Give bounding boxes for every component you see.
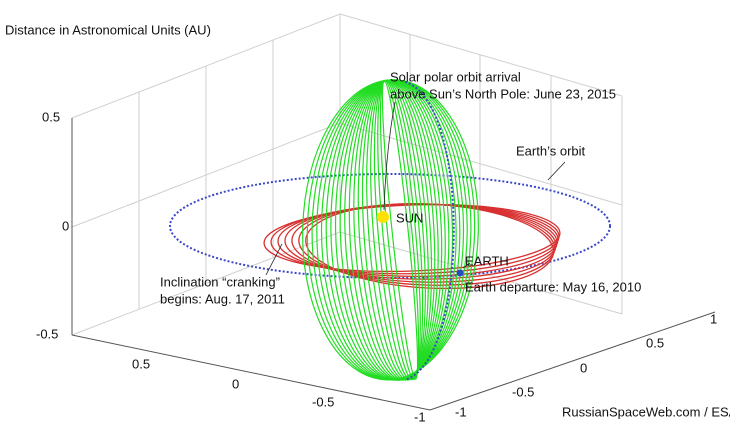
polar-orbit-dashed: [404, 81, 455, 381]
orbit-ring: [302, 79, 479, 381]
polar-orbits: [302, 79, 479, 381]
annotation: Inclination “cranking”: [160, 274, 280, 289]
axis-title: Distance in Astronomical Units (AU): [5, 22, 211, 37]
tick-label: -1: [455, 404, 467, 419]
tick-label: 1: [710, 311, 717, 326]
leader: [265, 243, 283, 276]
tick-label: 0: [232, 376, 239, 391]
annotation: EARTH: [465, 253, 509, 268]
tick-label: 0: [580, 360, 587, 375]
tick-label: -1: [414, 409, 426, 424]
tick-label: -0.5: [512, 384, 534, 399]
annotation: Earth’s orbit: [516, 143, 586, 158]
tick-label: -0.5: [312, 394, 334, 409]
orbit-ring: [379, 80, 420, 380]
leader: [383, 101, 396, 211]
tick-label: 0.5: [646, 335, 664, 350]
leader: [462, 262, 471, 269]
tick-label: -0.5: [36, 326, 58, 341]
earth-orbit: [169, 173, 611, 279]
earth: [456, 269, 464, 277]
credit: RussianSpaceWeb.com / ESA: [562, 404, 730, 419]
annotation: Solar polar orbit arrival: [390, 69, 521, 84]
axes: [71, 118, 716, 411]
sun: [377, 211, 389, 223]
annotation: begins: Aug. 17, 2011: [160, 291, 285, 306]
annotation: Earth departure: May 16, 2010: [465, 279, 641, 294]
tick-label: 0.5: [132, 356, 150, 371]
leader: [547, 161, 566, 181]
tick-label: 0: [62, 218, 69, 233]
annotation: above Sun’s North Pole: June 23, 2015: [390, 86, 616, 101]
annotation: SUN: [396, 210, 423, 225]
tick-label: 0.5: [42, 109, 60, 124]
